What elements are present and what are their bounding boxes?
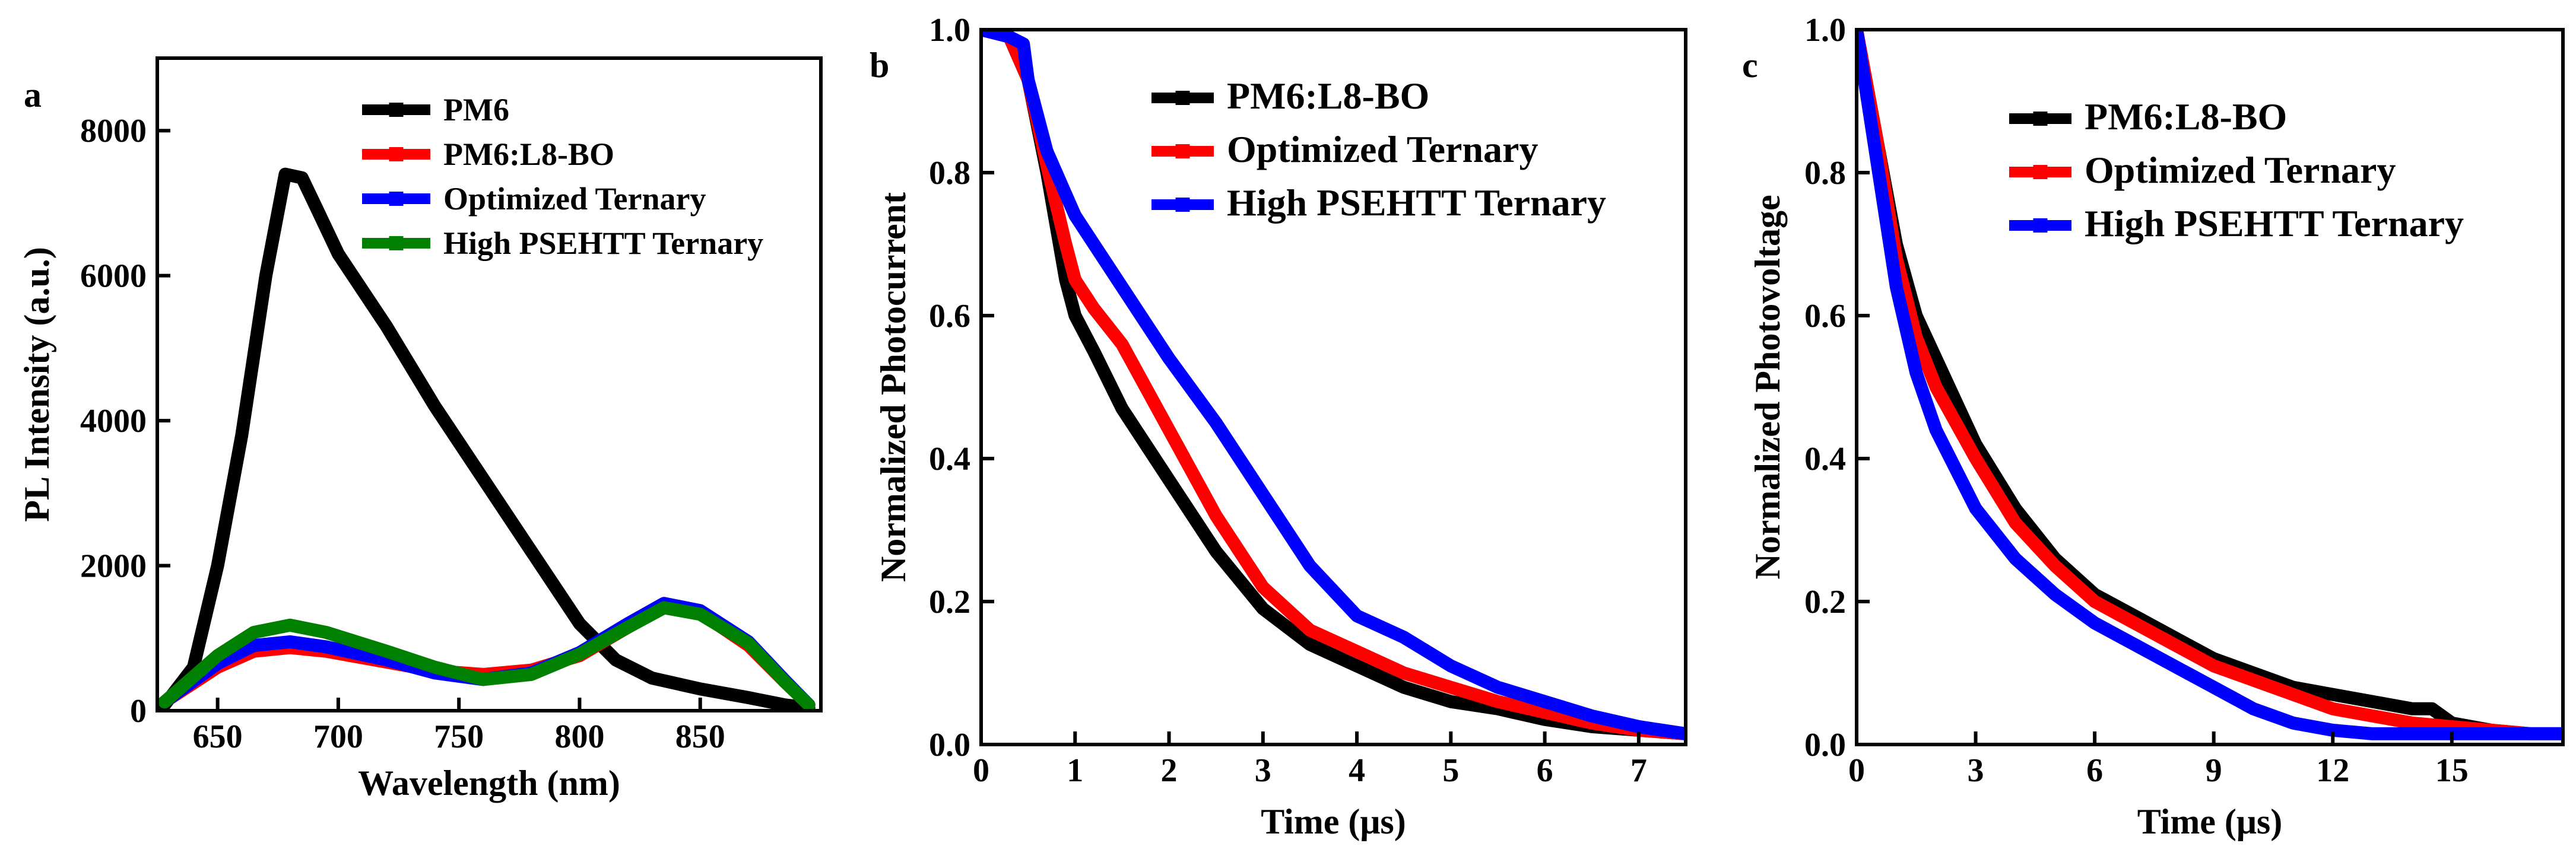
y-tick-label: 0.0 (929, 727, 970, 763)
y-tick-label: 0.8 (1804, 155, 1846, 192)
chart-panel-a: 650 700 750 800 850 0 2000 4000 6000 8000 Waveleng… (17, 56, 823, 803)
y-tick-label: 0.2 (1804, 584, 1846, 621)
x-tick-label: 1 (1067, 752, 1083, 789)
legend-entry: Optimized Ternary (1227, 128, 1538, 170)
legend-entry: PM6:L8-BO (1227, 75, 1429, 117)
y-tick-label: 8000 (80, 113, 147, 149)
x-tick-label: 750 (434, 718, 484, 755)
y-axis-label: Normalized Photocurrent (874, 192, 913, 582)
legend-entry: High PSEHTT Ternary (1227, 182, 1606, 224)
y-tick-label: 0.8 (929, 155, 970, 192)
y-tick-label: 1.0 (1804, 12, 1846, 49)
legend-marker (389, 192, 404, 206)
legend-marker (2033, 218, 2048, 233)
y-tick-label: 0.6 (1804, 298, 1846, 335)
series-line-a-0 (158, 167, 816, 711)
chart-panel-b: 0 1 2 3 4 5 6 7 0.0 0.2 0.4 0.6 0.8 1.0 Time (μs) Norma… (870, 12, 1687, 841)
series-line-c-2 (1857, 30, 2563, 740)
x-tick-label: 2 (1161, 752, 1178, 789)
y-tick-label: 2000 (80, 548, 147, 585)
x-axis-label: Time (μs) (1261, 802, 1406, 841)
x-tick-label: 5 (1442, 752, 1459, 789)
legend-marker (389, 103, 404, 117)
x-tick-label: 700 (313, 718, 363, 755)
plot-frame-b (979, 28, 1687, 746)
x-tick-label: 850 (675, 718, 725, 755)
legend-marker (2033, 165, 2048, 179)
chart-panel-c: 0 3 6 9 12 15 0.0 0.2 0.4 0.6 0.8 1.0 Time (μs) Norma… (1742, 12, 2565, 841)
legend-b: PM6:L8-BO Optimized Ternary High PSEHTT Te… (1151, 75, 1606, 224)
y-tick-label: 4000 (80, 403, 147, 440)
x-tick-label: 0 (973, 752, 989, 789)
plot-frame-c (1855, 28, 2565, 746)
series-line-a-3 (158, 601, 816, 711)
panel-label: c (1742, 46, 1758, 85)
legend-marker (389, 236, 404, 250)
x-tick-label: 3 (1968, 752, 1984, 789)
y-tick-label: 0.4 (929, 441, 970, 478)
y-tick-label: 0.2 (929, 584, 970, 621)
y-tick-label: 6000 (80, 258, 147, 295)
x-tick-label: 0 (1848, 752, 1865, 789)
legend-entry: Optimized Ternary (2085, 149, 2396, 191)
x-tick-label: 9 (2206, 752, 2222, 789)
x-tick-label: 4 (1349, 752, 1365, 789)
legend-marker (2033, 112, 2048, 126)
y-tick-label: 1.0 (929, 12, 970, 49)
legend-entry: Optimized Ternary (443, 181, 706, 217)
y-tick-label: 0.6 (929, 298, 970, 335)
panel-label: b (870, 46, 889, 85)
x-tick-label: 12 (2316, 752, 2349, 789)
series-line-b-2 (981, 30, 1686, 740)
x-tick-label: 15 (2435, 752, 2469, 789)
legend-entry: PM6 (443, 92, 509, 128)
x-tick-label: 800 (554, 718, 604, 755)
x-tick-label: 7 (1630, 752, 1647, 789)
series-line-b-1 (981, 30, 1686, 740)
legend-entry: PM6:L8-BO (2085, 96, 2287, 138)
legend-entry: PM6:L8-BO (443, 136, 614, 172)
legend-marker (1175, 198, 1190, 212)
legend-entry: High PSEHTT Ternary (443, 225, 763, 261)
panel-label: a (24, 75, 42, 114)
legend-c: PM6:L8-BO Optimized Ternary High PSEHTT Te… (2009, 96, 2464, 244)
x-tick-label: 6 (1537, 752, 1553, 789)
y-tick-label: 0.0 (1804, 727, 1846, 763)
legend-marker (1175, 144, 1190, 158)
series-line-c-1 (1857, 30, 2563, 740)
y-axis-label: PL Intensity (a.u.) (17, 247, 56, 521)
legend-marker (389, 147, 404, 161)
x-axis-label: Wavelength (nm) (358, 763, 620, 803)
x-tick-label: 650 (193, 718, 243, 755)
y-tick-label: 0.4 (1804, 441, 1846, 478)
legend-marker (1175, 91, 1190, 105)
x-axis-label: Time (μs) (2137, 802, 2283, 841)
plot-frame-a (156, 56, 823, 712)
y-axis-label: Normalized Photovoltage (1748, 195, 1787, 579)
legend-a: PM6 PM6:L8-BO Optimized Ternary High PSEHTT… (362, 92, 763, 261)
legend-entry: High PSEHTT Ternary (2085, 202, 2464, 244)
x-tick-label: 6 (2086, 752, 2103, 789)
y-tick-label: 0 (130, 693, 147, 730)
x-tick-label: 3 (1255, 752, 1271, 789)
